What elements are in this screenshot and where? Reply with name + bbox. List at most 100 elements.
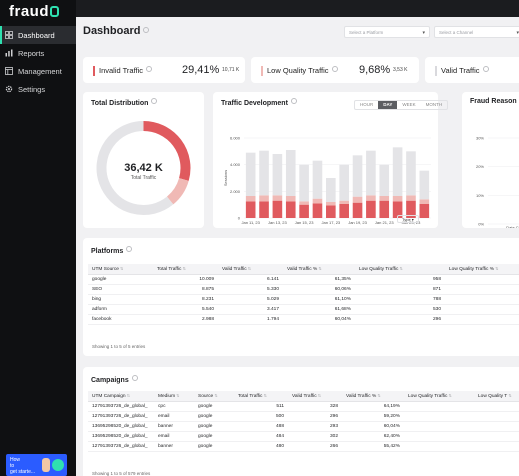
column-header[interactable]: Low Quality Traffic ⇅ (355, 264, 445, 275)
brand-logo[interactable]: fraud (9, 3, 59, 20)
getting-started-promo[interactable]: How to get starte... (6, 454, 67, 476)
bar-low-quality-traffic[interactable] (339, 200, 349, 204)
sort-icon[interactable]: ⇅ (493, 265, 499, 271)
bar-low-quality-traffic[interactable] (326, 202, 336, 206)
column-header[interactable]: Valid Traffic % ⇅ (342, 391, 404, 402)
info-icon[interactable] (126, 246, 133, 252)
table-row[interactable]: adform 5.540 3.417 61,68% 530 (88, 304, 519, 315)
bar-valid-traffic[interactable] (392, 147, 403, 196)
bar-invalid-traffic[interactable] (312, 203, 323, 218)
bar-valid-traffic[interactable] (285, 150, 296, 196)
table-row[interactable]: SEO 8.875 5.330 60,06% 871 (88, 284, 519, 295)
bar-invalid-traffic[interactable] (352, 202, 363, 218)
bar-valid-traffic[interactable] (259, 150, 269, 196)
column-header[interactable]: Source ⇅ (194, 391, 234, 402)
bar-invalid-traffic[interactable] (392, 201, 403, 218)
period-day[interactable]: DAY (378, 101, 398, 109)
period-hour[interactable]: HOUR (360, 102, 374, 107)
column-header[interactable]: Valid Traffic % ⇅ (283, 264, 355, 275)
bar-valid-traffic[interactable] (366, 150, 376, 196)
bar-low-quality-traffic[interactable] (245, 196, 256, 202)
column-header[interactable]: Low Quality T ⇅ (474, 391, 519, 402)
bar-invalid-traffic[interactable] (299, 204, 309, 218)
sort-icon[interactable]: ⇅ (316, 392, 322, 398)
table-row[interactable]: 13695298520_de_global_ banner google 488 293… (88, 421, 519, 432)
bar-low-quality-traffic[interactable] (312, 198, 323, 204)
bar-invalid-traffic[interactable] (366, 200, 376, 218)
sidebar-item-settings[interactable]: Settings (0, 80, 76, 98)
sort-icon[interactable]: ⇅ (447, 392, 452, 398)
bar-invalid-traffic[interactable] (245, 201, 256, 218)
column-header[interactable]: UTM Campaign ⇅ (88, 391, 154, 402)
bar-invalid-traffic[interactable] (326, 205, 336, 218)
bar-valid-traffic[interactable] (245, 152, 256, 196)
bar-invalid-traffic[interactable] (406, 200, 416, 218)
column-header[interactable]: Valid Traffic ⇅ (288, 391, 342, 402)
sort-icon[interactable]: ⇅ (246, 265, 252, 271)
bar-valid-traffic[interactable] (379, 164, 390, 196)
sort-icon[interactable]: ⇅ (262, 392, 267, 398)
column-header[interactable]: Valid Traffic ⇅ (218, 264, 283, 275)
bar-invalid-traffic[interactable] (285, 201, 296, 218)
table-row[interactable]: google 10.009 6.141 61,35% 958 (88, 274, 519, 285)
sort-icon[interactable]: ⇅ (317, 265, 322, 271)
sort-icon[interactable]: ⇅ (213, 392, 218, 398)
column-header[interactable]: Low Quality Traffic ⇅ (404, 391, 474, 402)
period-week[interactable]: WEEK (402, 102, 416, 107)
bar-low-quality-traffic[interactable] (352, 196, 363, 203)
table-row[interactable]: facebook 2.988 1.794 60,04% 296 (88, 314, 519, 325)
sort-icon[interactable]: ⇅ (175, 392, 180, 398)
bar-invalid-traffic[interactable] (272, 200, 283, 218)
info-icon[interactable] (146, 66, 153, 72)
bar-low-quality-traffic[interactable] (419, 199, 430, 204)
bar-valid-traffic[interactable] (339, 164, 349, 201)
info-icon[interactable] (482, 66, 489, 72)
platform-select[interactable]: Select a Platform ▾ (344, 26, 430, 38)
bar-low-quality-traffic[interactable] (285, 196, 296, 202)
column-header[interactable]: Total Traffic ⇅ (234, 391, 288, 402)
table-row[interactable]: 12791393726_de_global_ email google 500 296 5… (88, 411, 519, 422)
info-icon[interactable] (290, 98, 297, 104)
bar-low-quality-traffic[interactable] (366, 195, 376, 201)
sidebar-item-reports[interactable]: Reports (0, 44, 76, 62)
table-row[interactable]: bing 8.231 5.029 61,10% 788 (88, 294, 519, 305)
column-header[interactable]: Total Traffic ⇅ (153, 264, 218, 275)
bar-low-quality-traffic[interactable] (392, 196, 403, 202)
bar-low-quality-traffic[interactable] (272, 195, 283, 201)
info-icon[interactable] (151, 98, 158, 104)
bar-invalid-traffic[interactable] (259, 201, 269, 218)
donut-slice-invalid-traffic[interactable] (143, 121, 191, 181)
bar-low-quality-traffic[interactable] (259, 195, 269, 202)
bar-valid-traffic[interactable] (312, 160, 323, 199)
column-header[interactable]: Medium ⇅ (154, 391, 194, 402)
bar-invalid-traffic[interactable] (379, 200, 390, 218)
bar-valid-traffic[interactable] (419, 170, 430, 200)
bar-low-quality-traffic[interactable] (299, 201, 309, 205)
column-header[interactable]: UTM Source ⇅ (88, 264, 153, 275)
bar-valid-traffic[interactable] (326, 178, 336, 202)
sort-icon[interactable]: ⇅ (125, 392, 131, 398)
table-row[interactable]: 12791393726_de_global_ banner google 480 266… (88, 441, 519, 452)
info-icon[interactable] (131, 375, 138, 381)
info-icon[interactable] (331, 66, 338, 72)
sidebar-item-management[interactable]: Management (0, 62, 76, 80)
column-header[interactable]: Low Quality Traffic % ⇅ (445, 264, 519, 275)
bar-invalid-traffic[interactable] (339, 204, 349, 218)
donut-slice-low-quality-traffic[interactable] (166, 177, 189, 205)
donut-slice-valid-traffic[interactable] (96, 121, 174, 215)
table-row[interactable]: 13695298520_de_global_ email google 484 302 6… (88, 431, 519, 442)
bar-low-quality-traffic[interactable] (379, 196, 390, 201)
info-icon[interactable] (143, 27, 150, 33)
bar-invalid-traffic[interactable] (419, 204, 430, 218)
sort-icon[interactable]: ⇅ (507, 392, 512, 398)
bar-valid-traffic[interactable] (352, 155, 363, 197)
play-icon[interactable] (52, 459, 64, 471)
sort-icon[interactable]: ⇅ (118, 265, 124, 271)
table-row[interactable]: 12791393726_de_global_ cpc google 511 328 64,… (88, 401, 519, 412)
sidebar-item-dashboard[interactable]: Dashboard (0, 26, 76, 44)
sort-icon[interactable]: ⇅ (398, 265, 403, 271)
type-select[interactable]: Type ▾ (397, 215, 419, 223)
sort-icon[interactable]: ⇅ (181, 265, 186, 271)
channel-select[interactable]: Select a Channel ▾ (434, 26, 519, 38)
bar-valid-traffic[interactable] (406, 151, 416, 196)
